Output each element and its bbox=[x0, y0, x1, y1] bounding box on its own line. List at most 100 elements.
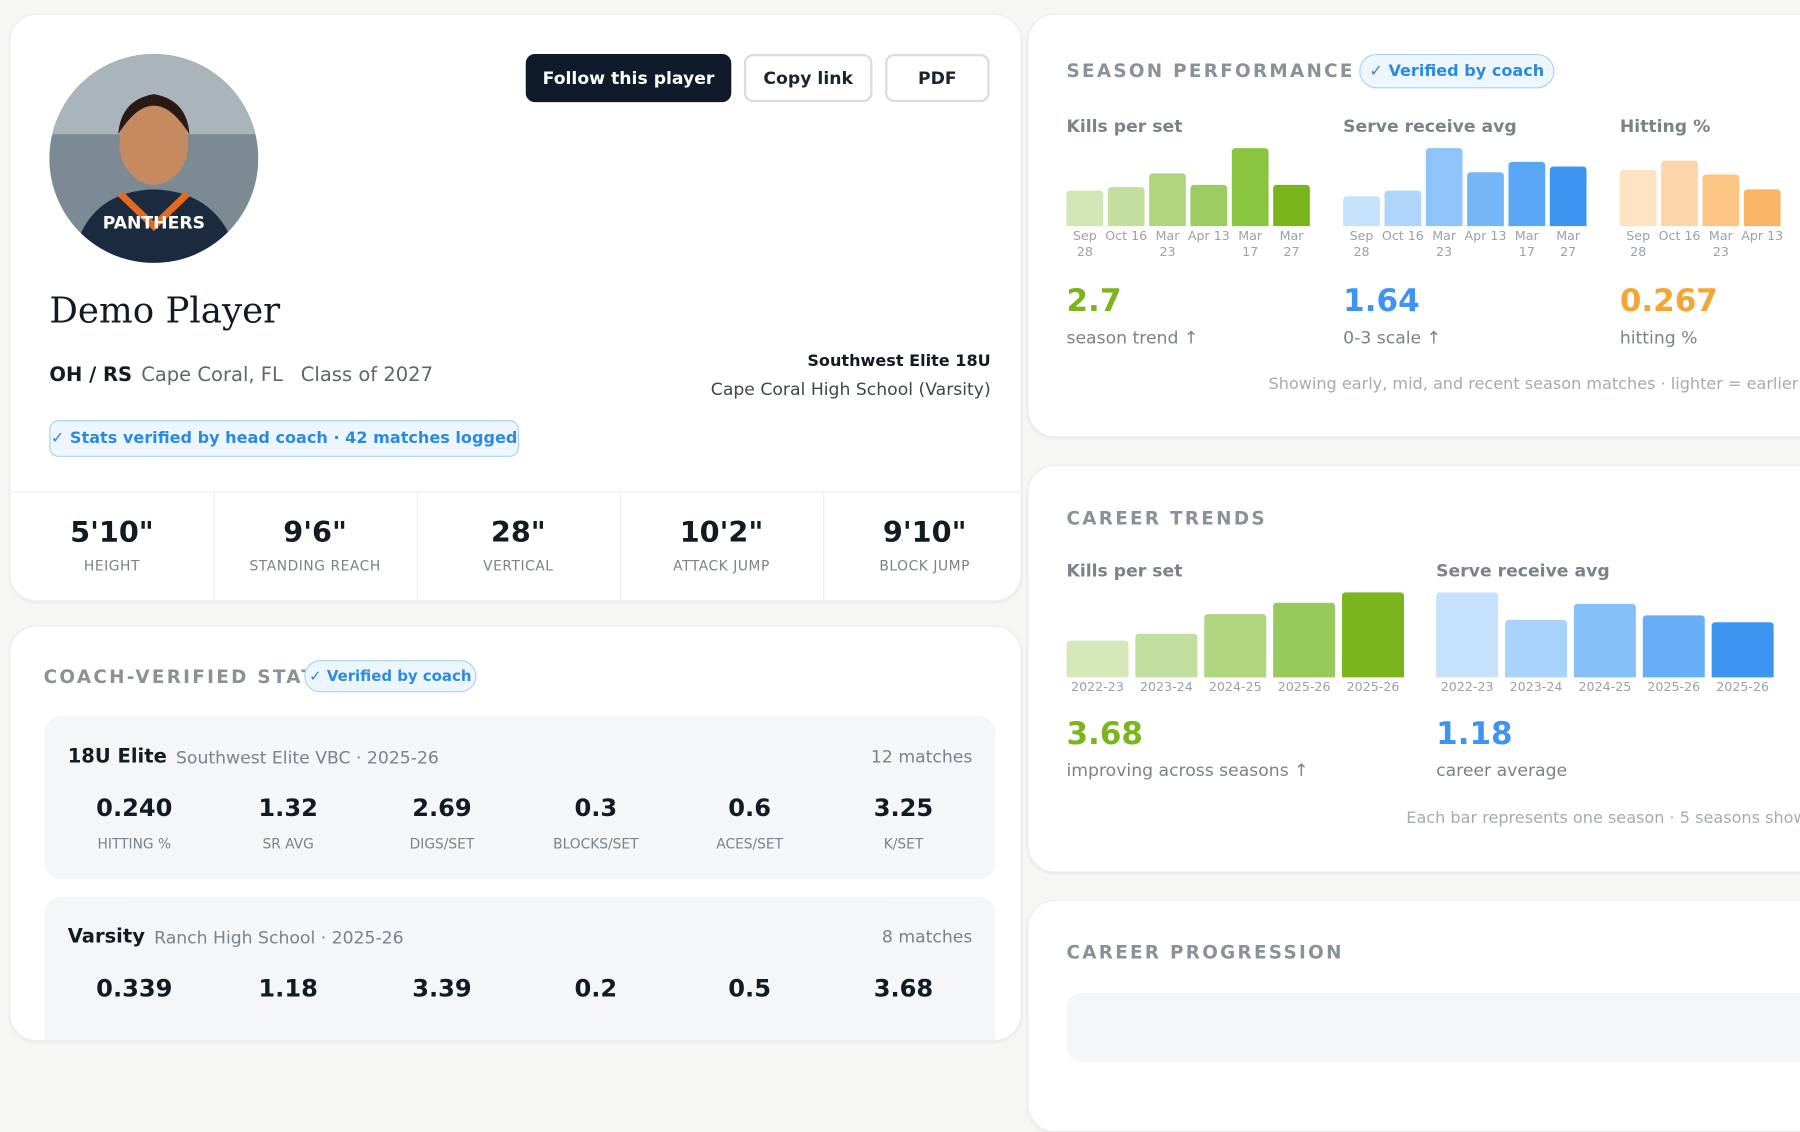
bar bbox=[1342, 592, 1405, 678]
measurement-label: VERTICAL bbox=[483, 557, 554, 574]
season-card: SEASON PERFORMANCE ✓ Verified by coach K… bbox=[1027, 13, 1800, 438]
section-title: CAREER PROGRESSION bbox=[1066, 941, 1344, 964]
stat-label: HITTING % bbox=[97, 835, 172, 852]
bar bbox=[1066, 190, 1104, 227]
mini-chart: Serve receive avg 2022-23 2023-24 2024-25 20… bbox=[1436, 560, 1780, 790]
chart-value: 1.18 bbox=[1436, 716, 1513, 752]
bar bbox=[1066, 640, 1129, 678]
bar-label: Mar 23 bbox=[1708, 228, 1733, 260]
divider bbox=[10, 491, 1021, 493]
match-count: 12 matches bbox=[870, 746, 973, 767]
team: Southwest Elite 18U bbox=[807, 352, 991, 371]
measurement: 9'10" BLOCK JUMP bbox=[823, 492, 1020, 600]
verified-badge: ✓ Verified by coach bbox=[304, 660, 477, 693]
bar bbox=[1190, 184, 1228, 227]
bar bbox=[1135, 633, 1198, 678]
page: PANTHERS Follow this player Copy link PD… bbox=[9, 13, 1800, 1132]
chart-value: 1.64 bbox=[1343, 283, 1420, 320]
footnote: Showing early, mid, and recent season ma… bbox=[1268, 375, 1800, 394]
chart-note: improving across seasons ↑ bbox=[1066, 759, 1309, 781]
bar bbox=[1743, 189, 1781, 227]
team-org: Ranch High School · 2025-26 bbox=[154, 927, 404, 949]
bar-label: Apr 13 bbox=[1464, 228, 1507, 244]
bar bbox=[1702, 174, 1740, 227]
bar-label: Apr 13 bbox=[1187, 228, 1230, 244]
measurement-label: HEIGHT bbox=[83, 557, 140, 574]
school: Cape Coral High School (Varsity) bbox=[710, 378, 991, 400]
verified-badge: ✓ Verified by coach bbox=[1359, 53, 1555, 89]
bar-label: 2022-23 bbox=[1440, 679, 1494, 695]
stat-value: 3.25 bbox=[873, 794, 934, 822]
measurement-value: 28" bbox=[490, 515, 546, 549]
bar bbox=[1273, 184, 1310, 227]
team-box: Varsity Ranch High School · 2025-26 8 matc… bbox=[44, 896, 996, 1041]
stat-value: 0.339 bbox=[96, 974, 173, 1003]
position: OH / RS bbox=[49, 363, 133, 387]
stat-label: ACES/SET bbox=[716, 835, 784, 852]
stat-value: 0.240 bbox=[96, 794, 173, 822]
bar-label: 2025-26 bbox=[1716, 679, 1770, 695]
chart-title: Hitting % bbox=[1619, 115, 1711, 137]
chart-value: 0.267 bbox=[1619, 283, 1718, 320]
career-card: CAREER TRENDS Kills per set 2022-23 2023-2… bbox=[1027, 464, 1800, 873]
profile-card: PANTHERS Follow this player Copy link PD… bbox=[9, 13, 1022, 602]
stat-value: 0.6 bbox=[728, 794, 771, 822]
class-year: Class of 2027 bbox=[300, 363, 434, 387]
bar-label: 2025-26 bbox=[1277, 679, 1331, 695]
bar bbox=[1204, 614, 1267, 678]
svg-text:PANTHERS: PANTHERS bbox=[103, 213, 205, 233]
stat-value: 0.2 bbox=[574, 974, 618, 1003]
measurement-label: STANDING REACH bbox=[249, 557, 381, 574]
bar bbox=[1642, 615, 1705, 678]
mini-chart: Serve receive avg Sep 28 Oct 16 Mar 23 Apr 1… bbox=[1343, 116, 1589, 348]
bar bbox=[1149, 173, 1186, 227]
mini-chart: Kills per set Sep 28 Oct 16 Mar 23 Apr 13 Mar… bbox=[1066, 116, 1312, 348]
stat-label: K/SET bbox=[883, 835, 924, 852]
bar-label: 2024-25 bbox=[1578, 679, 1632, 695]
stat-label: SR AVG bbox=[262, 835, 314, 852]
bar-label: Sep 28 bbox=[1349, 228, 1374, 260]
bar bbox=[1505, 619, 1568, 678]
chart-note: season trend ↑ bbox=[1066, 327, 1199, 348]
avatar: PANTHERS bbox=[49, 53, 259, 263]
progression-box bbox=[1066, 993, 1800, 1062]
bars bbox=[1619, 146, 1781, 227]
section-title: COACH-VERIFIED STATS bbox=[43, 665, 332, 688]
bar-label: Mar 27 bbox=[1556, 228, 1581, 260]
team-org: Southwest Elite VBC · 2025-26 bbox=[176, 747, 439, 769]
stat-value: 3.39 bbox=[412, 974, 472, 1003]
location: Cape Coral, FL bbox=[141, 363, 283, 387]
stat-value: 1.32 bbox=[258, 794, 318, 822]
measurement: 5'10" HEIGHT bbox=[10, 492, 215, 601]
bar-label: 2023-24 bbox=[1509, 679, 1563, 695]
stage: PANTHERS Follow this player Copy link PD… bbox=[9, 13, 1800, 1132]
measurement: 10'2" ATTACK JUMP bbox=[620, 492, 825, 601]
bar bbox=[1436, 592, 1499, 678]
team-level: Varsity bbox=[67, 925, 145, 949]
stat-label: DIGS/SET bbox=[409, 835, 475, 852]
measurement: 28" VERTICAL bbox=[417, 492, 622, 601]
team-box: 18U Elite Southwest Elite VBC · 2025-26 12… bbox=[44, 716, 996, 880]
bars bbox=[1066, 146, 1310, 227]
measurement-label: BLOCK JUMP bbox=[879, 557, 971, 574]
bar-label: Sep 28 bbox=[1072, 228, 1097, 260]
verified-badge: ✓ Stats verified by head coach · 42 matc… bbox=[49, 420, 519, 457]
measurement: 9'6" STANDING REACH bbox=[214, 492, 418, 601]
bar bbox=[1231, 148, 1269, 227]
chart-value: 3.68 bbox=[1066, 716, 1143, 752]
bar-label: Mar 23 bbox=[1155, 228, 1180, 260]
bars bbox=[1066, 590, 1405, 678]
copy-link-button[interactable]: Copy link bbox=[743, 53, 873, 103]
bar-label: Mar 17 bbox=[1238, 228, 1263, 260]
chart-title: Serve receive avg bbox=[1436, 560, 1610, 581]
measurement-value: 9'6" bbox=[283, 515, 347, 549]
follow-button[interactable]: Follow this player bbox=[525, 53, 732, 103]
bar bbox=[1619, 169, 1657, 227]
pdf-button[interactable]: PDF bbox=[885, 53, 990, 103]
chart-note: hitting % bbox=[1619, 327, 1698, 348]
section-title: SEASON PERFORMANCE bbox=[1066, 59, 1355, 82]
chart-note: 0-3 scale ↑ bbox=[1343, 327, 1442, 348]
bar bbox=[1467, 172, 1504, 227]
mini-chart: Kills per set 2022-23 2023-24 2024-25 2025-2… bbox=[1066, 560, 1410, 790]
bar bbox=[1549, 166, 1587, 227]
